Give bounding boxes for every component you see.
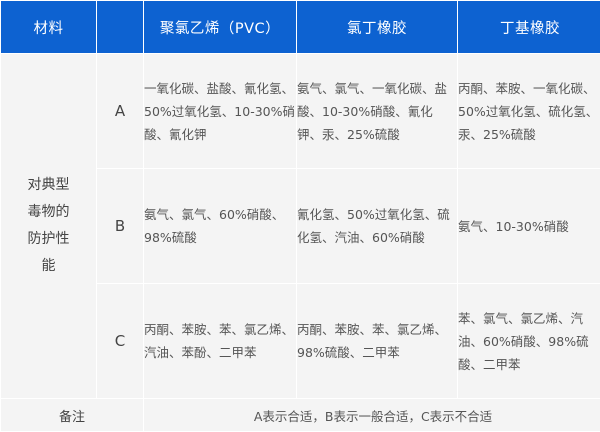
cell-b-pvc: 氨气、氯气、60%硝酸、98%硫酸 [144,169,296,283]
cell-c-neoprene: 丙酮、苯胺、苯、氯乙烯、98%硫酸、二甲苯 [297,284,457,398]
footer-value: A表示合适，B表示一般合适，C表示不合适 [144,399,600,431]
cell-a-butyl: 丙酮、苯胺、一氧化碳、50%过氧化氢、硫化氢、汞、25%硫酸 [458,54,600,168]
cell-c-pvc: 丙酮、苯胺、苯、氯乙烯、汽油、苯酚、二甲苯 [144,284,296,398]
table-body: 对典型 毒物的 防护性 能 A 一氧化碳、盐酸、氰化氢、50%过氧化氢、10-3… [1,54,600,431]
row-group-label-line: 对典型 [27,177,70,193]
row-group-label-line: 防护性 [27,231,70,247]
cell-a-neoprene: 氨气、氯气、一氧化碳、盐酸、10-30%硝酸、氰化钾、汞、25%硫酸 [297,54,457,168]
grade-cell-a: A [97,54,143,168]
footer-label: 备注 [1,399,143,431]
row-group-label-line: 能 [41,258,56,274]
cell-c-butyl: 苯、氯气、氯乙烯、汽油、60%硝酸、98%硫酸、二甲苯 [458,284,600,398]
header-column-pvc: 聚氯乙烯（PVC） [144,1,296,53]
table-row: 对典型 毒物的 防护性 能 A 一氧化碳、盐酸、氰化氢、50%过氧化氢、10-3… [1,54,600,398]
table-header: 材料 聚氯乙烯（PVC） 氯丁橡胶 丁基橡胶 [1,1,600,53]
cell-b-neoprene: 氰化氢、50%过氧化氢、硫化氢、汽油、60%硝酸 [297,169,457,283]
row-group-label-line: 毒物的 [27,204,70,220]
cell-b-butyl: 氨气、10-30%硝酸 [458,169,600,283]
header-column-butyl: 丁基橡胶 [458,1,600,53]
table-row: C 丙酮、苯胺、苯、氯乙烯、汽油、苯酚、二甲苯 丙酮、苯胺、苯、氯乙烯、98%硫… [1,284,600,398]
grade-cell-c: C [97,284,143,398]
footer-row: 备注 A表示合适，B表示一般合适，C表示不合适 [1,399,600,431]
table-row: B 氨气、氯气、60%硝酸、98%硫酸 氰化氢、50%过氧化氢、硫化氢、汽油、6… [1,169,600,283]
header-material: 材料 [1,1,96,53]
header-column-neoprene: 氯丁橡胶 [297,1,457,53]
cell-a-pvc: 一氧化碳、盐酸、氰化氢、50%过氧化氢、10-30%硝酸、氰化钾 [144,54,296,168]
header-row: 材料 聚氯乙烯（PVC） 氯丁橡胶 丁基橡胶 [1,1,600,53]
grade-cell-b: B [97,169,143,283]
header-grade-spacer [97,1,143,53]
row-group-label: 对典型 毒物的 防护性 能 [1,54,96,398]
